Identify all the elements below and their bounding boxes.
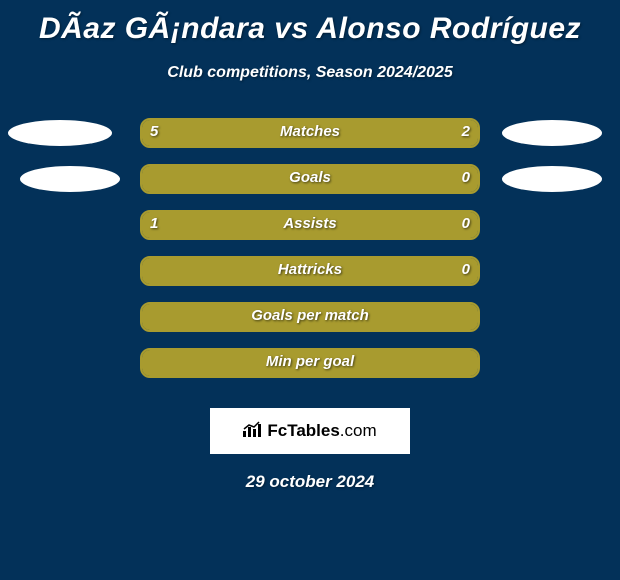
- subtitle: Club competitions, Season 2024/2025: [0, 64, 620, 82]
- player-right-marker: [502, 166, 602, 192]
- stat-value-right: 0: [462, 164, 470, 194]
- logo-brand: FcTables: [267, 421, 339, 440]
- comparison-chart: Matches52Goals0Assists10Hattricks0Goals …: [0, 118, 620, 394]
- bar-track: [140, 348, 480, 378]
- stat-value-right: 0: [462, 210, 470, 240]
- stat-value-right: 2: [462, 118, 470, 148]
- bar-track: [140, 210, 480, 240]
- date-text: 29 october 2024: [0, 472, 620, 492]
- bar-left-fill: [142, 212, 411, 238]
- page-title: DÃ­az GÃ¡ndara vs Alonso Rodríguez: [0, 0, 620, 46]
- bar-left-fill: [142, 120, 374, 146]
- logo-badge: FcTables.com: [210, 408, 410, 454]
- bar-left-fill: [142, 304, 478, 330]
- stat-row: Min per goal: [0, 348, 620, 394]
- logo-text: FcTables.com: [267, 421, 376, 441]
- stat-row: Hattricks0: [0, 256, 620, 302]
- chart-icon: [243, 421, 263, 442]
- stat-row: Goals0: [0, 164, 620, 210]
- player-left-marker: [8, 120, 112, 146]
- stat-row: Assists10: [0, 210, 620, 256]
- bar-track: [140, 164, 480, 194]
- bar-track: [140, 256, 480, 286]
- bar-left-fill: [142, 350, 478, 376]
- bar-track: [140, 302, 480, 332]
- bar-left-fill: [142, 166, 478, 192]
- logo-suffix: .com: [340, 421, 377, 440]
- player-right-marker: [502, 120, 602, 146]
- stat-row: Matches52: [0, 118, 620, 164]
- stat-value-left: 1: [150, 210, 158, 240]
- player-left-marker: [20, 166, 120, 192]
- bar-track: [140, 118, 480, 148]
- stat-value-left: 5: [150, 118, 158, 148]
- stat-value-right: 0: [462, 256, 470, 286]
- bar-left-fill: [142, 258, 478, 284]
- stat-row: Goals per match: [0, 302, 620, 348]
